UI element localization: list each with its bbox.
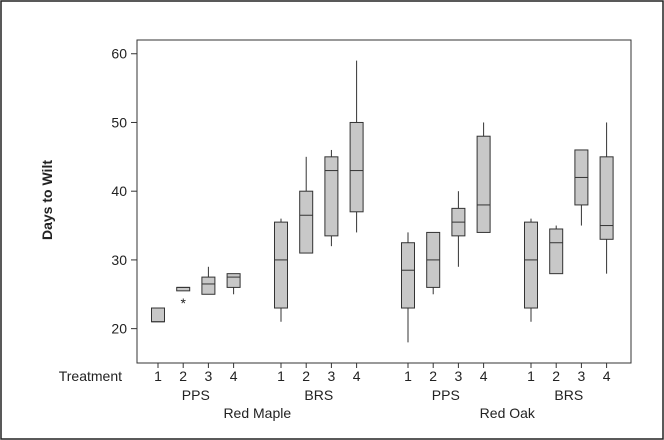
iqr-box [524, 221, 538, 309]
iqr-box [299, 190, 314, 254]
site-label: BRS [554, 387, 583, 403]
treatment-row-label: Treatment [59, 368, 122, 384]
y-axis-title: Days to Wilt [39, 160, 55, 240]
box-red-maple-brs-t2 [299, 156, 314, 254]
box-red-oak-brs-t1 [524, 218, 538, 322]
box-red-maple-brs-t3 [324, 149, 339, 247]
box-red-maple-brs-t4 [349, 60, 364, 233]
y-tick-label: 20 [111, 321, 127, 337]
treatment-label: 1 [404, 368, 412, 384]
treatment-label: 1 [277, 368, 285, 384]
y-tick-label: 50 [111, 114, 127, 130]
iqr-box [401, 242, 415, 309]
treatment-label: 2 [302, 368, 310, 384]
species-label: Red Maple [223, 405, 291, 421]
iqr-box [599, 156, 614, 240]
treatment-label: 2 [429, 368, 437, 384]
y-tick-label: 30 [111, 252, 127, 268]
iqr-box [176, 286, 191, 292]
outlier-marker: * [180, 295, 186, 311]
y-tick-label: 60 [111, 46, 127, 62]
box-red-oak-pps-t3 [451, 191, 466, 267]
treatment-label: 1 [527, 368, 535, 384]
box-red-oak-pps-t2 [426, 231, 441, 295]
treatment-label: 3 [578, 368, 586, 384]
iqr-box [549, 228, 564, 275]
y-tick-label: 40 [111, 183, 127, 199]
treatment-label: 3 [328, 368, 336, 384]
x-axis-labels: 1 2 3 4 1 2 3 4 1 2 3 4 1 2 3 4 PPS BRS PPS BRS Red Maple Red… [154, 363, 611, 421]
y-axis: 20 30 40 50 60 [111, 46, 137, 337]
iqr-box [226, 273, 241, 288]
site-label: BRS [304, 387, 333, 403]
treatment-label: 4 [603, 368, 611, 384]
box-red-oak-pps-t4 [476, 122, 491, 233]
treatment-label: 4 [480, 368, 488, 384]
plot-area [136, 39, 632, 364]
box-red-oak-brs-t3 [574, 149, 589, 226]
iqr-box [476, 135, 491, 233]
box-red-maple-pps-t4 [226, 273, 241, 295]
treatment-label: 3 [455, 368, 463, 384]
box-red-oak-brs-t2 [549, 225, 564, 275]
site-label: PPS [432, 387, 460, 403]
box-red-maple-pps-t2: * [176, 286, 191, 311]
treatment-label: 4 [230, 368, 238, 384]
box-red-maple-pps-t1 [151, 307, 165, 323]
site-label: PPS [182, 387, 210, 403]
box-red-oak-brs-t4 [599, 122, 614, 274]
treatment-label: 3 [205, 368, 213, 384]
treatment-label: 2 [179, 368, 187, 384]
species-label: Red Oak [480, 405, 536, 421]
boxes-layer: * [151, 60, 614, 343]
treatment-label: 2 [552, 368, 560, 384]
box-red-maple-brs-t1 [274, 218, 288, 322]
iqr-box [349, 121, 364, 213]
iqr-box [151, 307, 165, 323]
treatment-label: 1 [154, 368, 162, 384]
box-red-oak-pps-t1 [401, 232, 415, 343]
iqr-box [201, 276, 216, 295]
treatment-label: 4 [353, 368, 361, 384]
iqr-box [274, 221, 288, 309]
box-red-maple-pps-t3 [201, 266, 216, 295]
iqr-box [324, 156, 339, 237]
